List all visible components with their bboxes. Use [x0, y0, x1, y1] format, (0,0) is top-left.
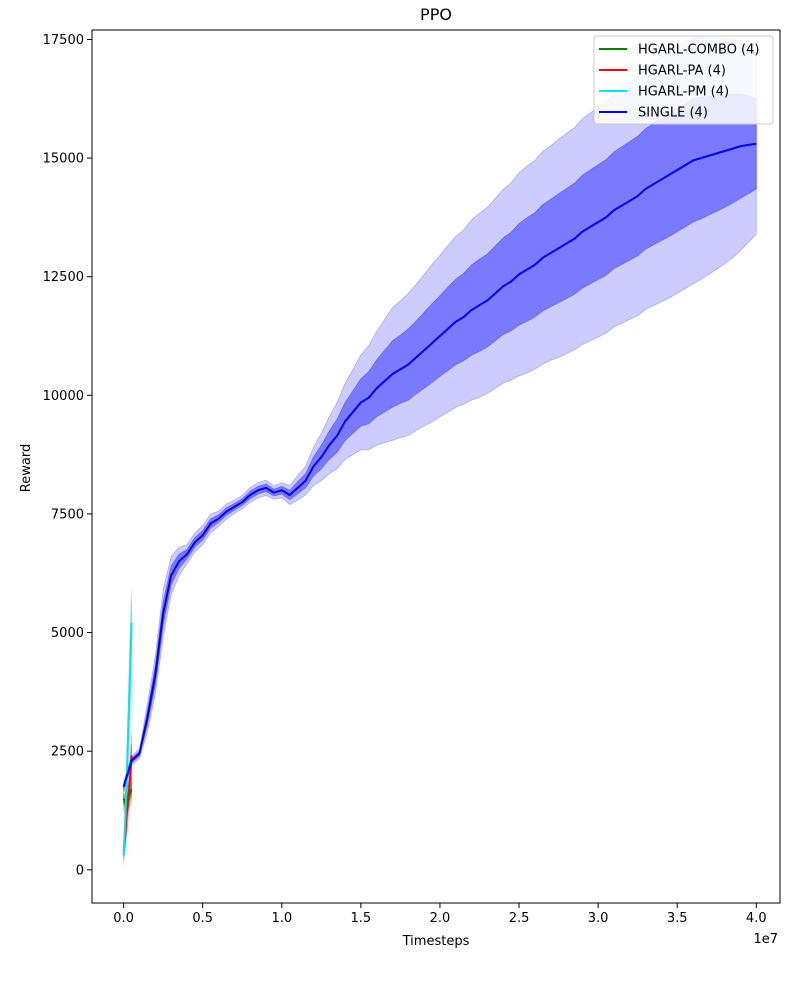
y-tick-label: 15000	[43, 152, 84, 167]
x-offset-label: 1e7	[753, 932, 778, 947]
legend-label-hgarl-pm-4: HGARL-PM (4)	[638, 85, 729, 100]
legend: HGARL-COMBO (4) HGARL-PA (4) HGARL-PM (4) S…	[593, 35, 774, 125]
x-axis-label: Timesteps	[402, 934, 470, 949]
chart-title: PPO	[420, 5, 452, 24]
x-tick-label: 3.0	[588, 911, 609, 926]
series-line-single-4	[122, 142, 757, 788]
x-tick-label: 1.5	[351, 911, 372, 926]
series-line-hgarl-pm-4	[122, 623, 133, 856]
y-tick-label: 7500	[51, 507, 84, 522]
legend-label-hgarl-pa-4: HGARL-PA (4)	[638, 64, 726, 79]
y-tick-label: 5000	[51, 626, 84, 641]
plot-frame	[91, 29, 781, 904]
x-tick-label: 0.0	[113, 911, 134, 926]
band-inner-single-4	[123, 93, 757, 790]
legend-label-single-4: SINGLE (4)	[638, 106, 708, 121]
band-outer-single-4	[123, 36, 757, 792]
x-tick-label: 2.0	[430, 911, 451, 926]
y-tick-label: 10000	[43, 389, 84, 404]
y-tick-label: 12500	[43, 270, 84, 285]
x-tick-label: 0.5	[192, 911, 213, 926]
x-tick-label: 2.5	[509, 911, 530, 926]
x-tick-label: 1.0	[271, 911, 292, 926]
plot-area	[91, 29, 781, 904]
legend-label-hgarl-combo-4: HGARL-COMBO (4)	[638, 43, 759, 58]
x-axis: 0.0 0.5 1.0 1.5 2.0 2.5 3.0 3.5 4.0	[113, 903, 767, 926]
x-tick-label: 3.5	[667, 911, 688, 926]
y-axis: 0 2500 5000 7500 10000 12500 15000 17500	[43, 33, 92, 878]
y-tick-label: 2500	[51, 745, 84, 760]
legend-box	[593, 35, 774, 125]
y-tick-label: 17500	[43, 33, 84, 48]
y-tick-label: 0	[76, 863, 84, 878]
y-axis-label: Reward	[19, 444, 34, 492]
x-tick-label: 4.0	[746, 911, 767, 926]
